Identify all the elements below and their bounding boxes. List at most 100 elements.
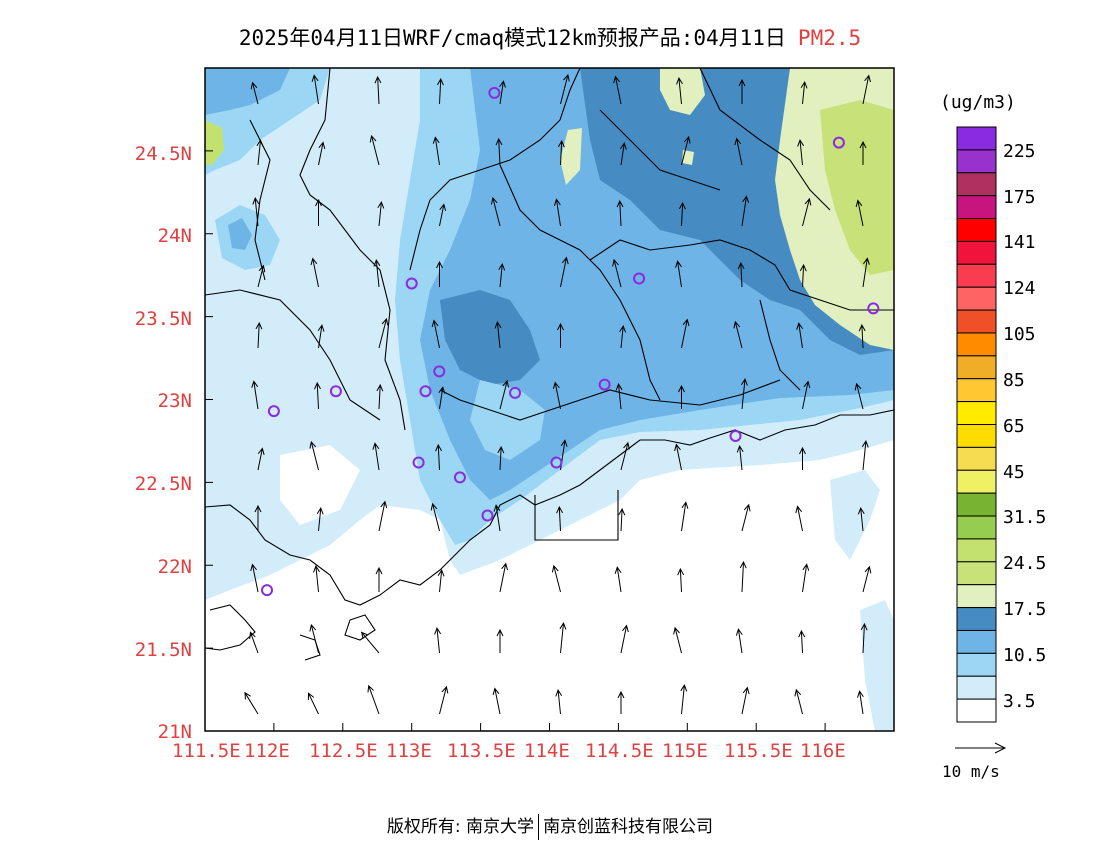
wind-arrow [313, 565, 320, 593]
colorbar-swatch [956, 561, 997, 586]
wind-arrow [739, 560, 747, 593]
wind-arrow [613, 75, 622, 105]
wind-arrow [551, 564, 561, 593]
wind-arrow [741, 686, 750, 715]
wind-arrow [620, 142, 627, 166]
colorbar-label: 10.5 [1003, 645, 1047, 666]
wind-arrow [490, 196, 501, 227]
wind-arrow [499, 562, 508, 593]
y-tick-label: 22.5N [134, 473, 192, 495]
wind-arrow [859, 140, 867, 165]
footer-left: 版权所有: 南京大学 [386, 817, 535, 837]
station-marker [488, 86, 501, 99]
wind-arrow [552, 381, 561, 410]
colorbar-swatch [956, 195, 997, 220]
x-tick-label: 112E [244, 740, 290, 762]
wind-arrow [378, 500, 388, 532]
wind-arrow [800, 80, 808, 105]
wind-arrow [311, 74, 319, 105]
station-marker [267, 405, 280, 418]
colorbar-swatch [956, 538, 997, 563]
wind-arrow [244, 691, 259, 715]
x-tick-label: 112.5E [309, 740, 378, 762]
wind-arrow [309, 623, 319, 654]
wind-arrow [438, 386, 446, 410]
wind-arrow [735, 628, 743, 654]
wind-arrow [736, 445, 744, 471]
wind-arrow [254, 504, 262, 531]
wind-arrow [795, 505, 803, 532]
wind-arrow [860, 622, 868, 654]
colorbar-swatch [956, 286, 997, 311]
colorbar-swatch [956, 126, 997, 151]
footer-divider [538, 814, 540, 840]
wind-arrow [620, 441, 630, 471]
monitoring-stations [261, 86, 880, 597]
wind-arrow [436, 260, 443, 287]
wind-arrow [252, 197, 260, 227]
wind-arrow [680, 684, 688, 715]
wind-arrow [376, 383, 384, 410]
wind-arrow [802, 380, 811, 410]
wind-arrow [862, 565, 872, 593]
x-tick-label: 116E [800, 740, 846, 762]
wind-arrow [794, 688, 803, 715]
wind-arrow [250, 81, 259, 105]
x-tick-label: 111.5E [172, 740, 241, 762]
wind-arrow [318, 141, 326, 166]
wind-arrow [676, 77, 683, 105]
colorbar-swatch [956, 698, 997, 723]
x-tick-label: 115E [662, 740, 708, 762]
colorbar-label: 65 [1003, 416, 1025, 437]
wind-arrow [378, 317, 389, 349]
wind-arrow [741, 195, 750, 227]
wind-arrow [493, 504, 501, 532]
wind-arrow [854, 382, 864, 410]
colorbar-swatch [956, 240, 997, 265]
wind-arrow [857, 507, 865, 532]
wind-arrow [309, 440, 319, 471]
wind-arrow [678, 201, 686, 227]
wind-arrow [315, 198, 322, 226]
y-tick-label: 23N [157, 390, 192, 412]
station-marker [832, 136, 845, 149]
wind-arrow [555, 689, 563, 715]
wind-arrow [360, 631, 380, 654]
wind-arrow [559, 622, 567, 654]
colorbar-swatch [956, 469, 997, 494]
wind-arrow [250, 563, 259, 593]
wind-arrow [556, 505, 564, 532]
wind-arrow [738, 78, 746, 104]
wind-arrow [618, 507, 626, 532]
wind-arrow [314, 381, 321, 410]
wind-arrow [553, 198, 561, 227]
wind-arrow [255, 321, 263, 349]
wind-arrow [796, 322, 804, 349]
wind-arrow [681, 501, 689, 532]
chart-title: 2025年04月11日WRF/cmaq模式12km预报产品:04月11日 PM2.… [0, 22, 1100, 52]
wind-arrow [741, 503, 751, 532]
wind-arrow [612, 258, 622, 288]
wind-arrow [799, 446, 806, 470]
colorbar-label: 24.5 [1003, 553, 1047, 574]
coastline-and-boundaries [204, 67, 895, 661]
wind-arrow [673, 626, 682, 654]
pm25-concentration-field [205, 68, 894, 731]
wind-arrow [432, 136, 440, 166]
y-tick-label: 21.5N [134, 639, 192, 661]
wind-arrow [249, 631, 259, 654]
wind-arrow [497, 445, 505, 471]
title-species: PM2.5 [797, 26, 862, 50]
wind-arrow [857, 690, 864, 715]
wind-arrow [858, 323, 866, 349]
colorbar-swatch [956, 149, 997, 174]
wind-arrow [678, 384, 685, 409]
wind-arrow [862, 74, 871, 105]
x-tick-label: 115.5E [724, 740, 793, 762]
colorbar-swatch [956, 584, 997, 609]
wind-arrow [499, 379, 510, 410]
wind-arrow [492, 687, 501, 715]
wind-arrow [499, 80, 506, 105]
wind-arrow [681, 318, 690, 349]
station-marker [329, 385, 342, 398]
